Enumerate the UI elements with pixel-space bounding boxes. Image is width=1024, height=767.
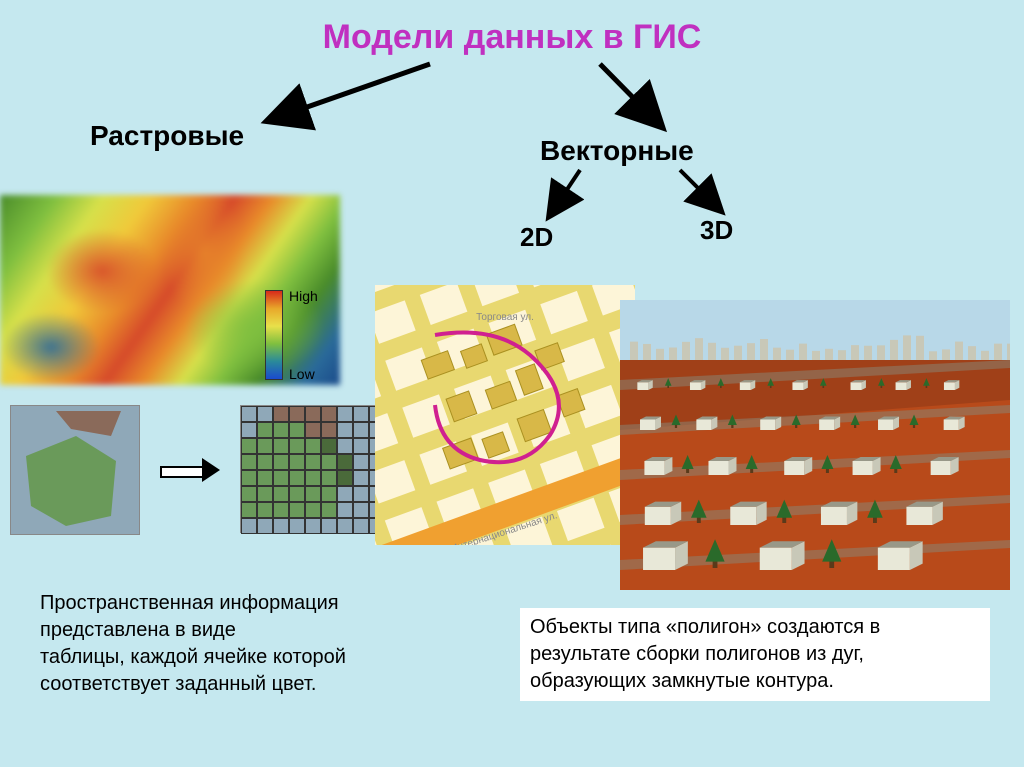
raster-label: Растровые (90, 120, 244, 152)
vector-label: Векторные (540, 135, 694, 167)
legend-low: Low (289, 366, 315, 382)
map-2d-illustration: Торговая ул.Интернациональная ул. (375, 285, 635, 545)
legend-gradient-bar (265, 290, 283, 380)
sub-3d-label: 3D (700, 215, 733, 246)
city-3d-illustration (620, 300, 1010, 590)
sub-2d-label: 2D (520, 222, 553, 253)
convert-arrow-icon (160, 458, 220, 482)
vector-description: Объекты типа «полигон» создаются врезуль… (520, 608, 990, 701)
raster-description: Пространственная информацияпредставлена … (40, 590, 460, 698)
raster-legend: High Low (265, 290, 283, 380)
vector-shape-illustration (10, 405, 140, 535)
legend-high: High (289, 288, 318, 304)
svg-text:Торговая ул.: Торговая ул. (476, 312, 534, 323)
